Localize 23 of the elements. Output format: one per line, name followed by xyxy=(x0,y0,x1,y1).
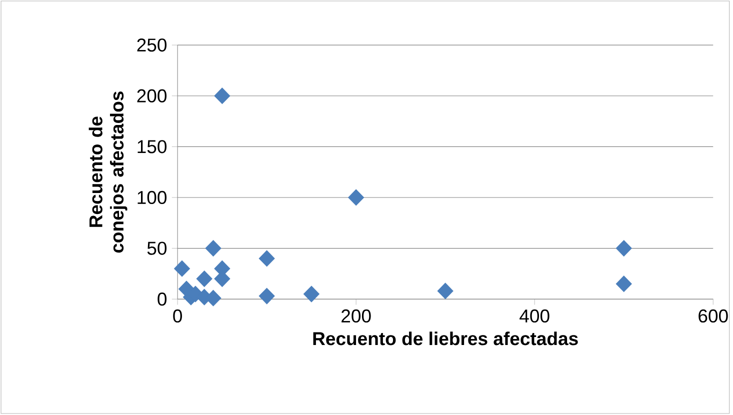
y-tick-label: 250 xyxy=(137,38,167,52)
point xyxy=(258,250,275,267)
x-tick-label: 600 xyxy=(698,310,728,323)
point xyxy=(214,88,230,104)
point xyxy=(205,240,222,257)
point xyxy=(437,282,454,300)
point xyxy=(348,190,364,206)
y-tick-label: 200 xyxy=(137,90,167,103)
y-tick-label: 150 xyxy=(138,140,167,154)
y-tick-label: 0 xyxy=(158,292,167,306)
point xyxy=(303,286,320,302)
point xyxy=(616,240,632,257)
point xyxy=(196,270,212,288)
y-axis-title: Recuento de conejos afectados xyxy=(88,92,128,253)
y-tick-label: 100 xyxy=(138,191,167,204)
y-tick-label: 50 xyxy=(147,242,167,256)
x-tick-label: 0 xyxy=(173,310,182,323)
x-axis-title: Recuento de liebres afectadas xyxy=(313,332,578,346)
point xyxy=(174,260,190,278)
x-tick-label: 400 xyxy=(520,310,550,323)
point xyxy=(616,276,632,292)
x-tick-label: 200 xyxy=(342,310,371,323)
point xyxy=(258,288,275,304)
